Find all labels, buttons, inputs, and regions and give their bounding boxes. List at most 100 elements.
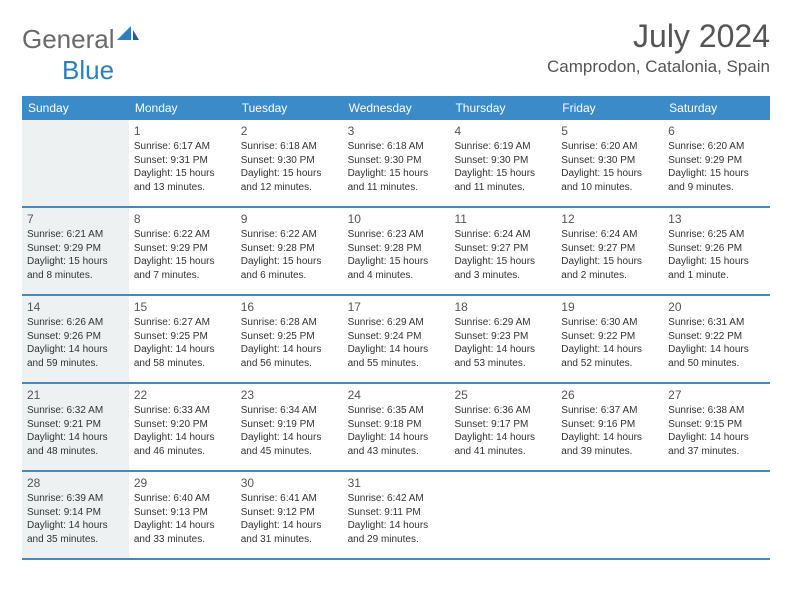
sunset-text: Sunset: 9:27 PM (561, 242, 658, 256)
day-cell: 30Sunrise: 6:41 AMSunset: 9:12 PMDayligh… (236, 472, 343, 558)
day-number: 19 (561, 299, 658, 315)
day-number: 21 (27, 387, 124, 403)
day-number: 23 (241, 387, 338, 403)
title-block: July 2024 Camprodon, Catalonia, Spain (547, 18, 770, 77)
daylight-text: Daylight: 14 hours and 58 minutes. (134, 343, 231, 370)
day-cell: 11Sunrise: 6:24 AMSunset: 9:27 PMDayligh… (449, 208, 556, 294)
month-title: July 2024 (547, 18, 770, 55)
day-cell (556, 472, 663, 558)
day-cell: 10Sunrise: 6:23 AMSunset: 9:28 PMDayligh… (343, 208, 450, 294)
sunrise-text: Sunrise: 6:38 AM (668, 404, 765, 418)
sunset-text: Sunset: 9:25 PM (134, 330, 231, 344)
sunset-text: Sunset: 9:29 PM (134, 242, 231, 256)
brand-sail-icon (115, 24, 139, 42)
sunset-text: Sunset: 9:29 PM (27, 242, 124, 256)
week-row: 1Sunrise: 6:17 AMSunset: 9:31 PMDaylight… (22, 120, 770, 208)
day-number: 15 (134, 299, 231, 315)
day-cell: 1Sunrise: 6:17 AMSunset: 9:31 PMDaylight… (129, 120, 236, 206)
sunset-text: Sunset: 9:25 PM (241, 330, 338, 344)
day-cell: 27Sunrise: 6:38 AMSunset: 9:15 PMDayligh… (663, 384, 770, 470)
day-cell (449, 472, 556, 558)
sunset-text: Sunset: 9:18 PM (348, 418, 445, 432)
sunset-text: Sunset: 9:23 PM (454, 330, 551, 344)
day-number: 9 (241, 211, 338, 227)
sunrise-text: Sunrise: 6:18 AM (241, 140, 338, 154)
week-row: 7Sunrise: 6:21 AMSunset: 9:29 PMDaylight… (22, 208, 770, 296)
sunset-text: Sunset: 9:17 PM (454, 418, 551, 432)
day-number: 4 (454, 123, 551, 139)
sunrise-text: Sunrise: 6:31 AM (668, 316, 765, 330)
sunset-text: Sunset: 9:16 PM (561, 418, 658, 432)
day-number: 6 (668, 123, 765, 139)
sunrise-text: Sunrise: 6:22 AM (241, 228, 338, 242)
sunset-text: Sunset: 9:14 PM (27, 506, 124, 520)
day-header-row: Sunday Monday Tuesday Wednesday Thursday… (22, 96, 770, 120)
sunrise-text: Sunrise: 6:29 AM (454, 316, 551, 330)
sunset-text: Sunset: 9:13 PM (134, 506, 231, 520)
daylight-text: Daylight: 14 hours and 41 minutes. (454, 431, 551, 458)
day-cell: 15Sunrise: 6:27 AMSunset: 9:25 PMDayligh… (129, 296, 236, 382)
daylight-text: Daylight: 15 hours and 1 minute. (668, 255, 765, 282)
header: General Blue July 2024 Camprodon, Catalo… (22, 18, 770, 86)
day-number: 7 (27, 211, 124, 227)
daylight-text: Daylight: 15 hours and 9 minutes. (668, 167, 765, 194)
sunset-text: Sunset: 9:30 PM (454, 154, 551, 168)
sunrise-text: Sunrise: 6:19 AM (454, 140, 551, 154)
sunrise-text: Sunrise: 6:32 AM (27, 404, 124, 418)
day-cell: 21Sunrise: 6:32 AMSunset: 9:21 PMDayligh… (22, 384, 129, 470)
sunrise-text: Sunrise: 6:35 AM (348, 404, 445, 418)
sunset-text: Sunset: 9:19 PM (241, 418, 338, 432)
daylight-text: Daylight: 15 hours and 12 minutes. (241, 167, 338, 194)
day-cell: 12Sunrise: 6:24 AMSunset: 9:27 PMDayligh… (556, 208, 663, 294)
sunset-text: Sunset: 9:28 PM (241, 242, 338, 256)
day-number: 8 (134, 211, 231, 227)
sunrise-text: Sunrise: 6:28 AM (241, 316, 338, 330)
day-number: 3 (348, 123, 445, 139)
sunrise-text: Sunrise: 6:29 AM (348, 316, 445, 330)
daylight-text: Daylight: 14 hours and 29 minutes. (348, 519, 445, 546)
daylight-text: Daylight: 15 hours and 3 minutes. (454, 255, 551, 282)
sunset-text: Sunset: 9:15 PM (668, 418, 765, 432)
day-cell: 14Sunrise: 6:26 AMSunset: 9:26 PMDayligh… (22, 296, 129, 382)
day-cell: 22Sunrise: 6:33 AMSunset: 9:20 PMDayligh… (129, 384, 236, 470)
day-cell: 4Sunrise: 6:19 AMSunset: 9:30 PMDaylight… (449, 120, 556, 206)
calendar: Sunday Monday Tuesday Wednesday Thursday… (22, 96, 770, 560)
sunset-text: Sunset: 9:29 PM (668, 154, 765, 168)
week-row: 28Sunrise: 6:39 AMSunset: 9:14 PMDayligh… (22, 472, 770, 560)
daylight-text: Daylight: 15 hours and 11 minutes. (454, 167, 551, 194)
sunset-text: Sunset: 9:22 PM (561, 330, 658, 344)
sunset-text: Sunset: 9:31 PM (134, 154, 231, 168)
day-header: Thursday (449, 96, 556, 120)
daylight-text: Daylight: 14 hours and 56 minutes. (241, 343, 338, 370)
sunrise-text: Sunrise: 6:24 AM (454, 228, 551, 242)
sunrise-text: Sunrise: 6:20 AM (668, 140, 765, 154)
day-cell (663, 472, 770, 558)
daylight-text: Daylight: 14 hours and 33 minutes. (134, 519, 231, 546)
daylight-text: Daylight: 14 hours and 37 minutes. (668, 431, 765, 458)
sunrise-text: Sunrise: 6:21 AM (27, 228, 124, 242)
sunrise-text: Sunrise: 6:26 AM (27, 316, 124, 330)
daylight-text: Daylight: 15 hours and 2 minutes. (561, 255, 658, 282)
day-header: Sunday (22, 96, 129, 120)
day-cell: 25Sunrise: 6:36 AMSunset: 9:17 PMDayligh… (449, 384, 556, 470)
daylight-text: Daylight: 14 hours and 39 minutes. (561, 431, 658, 458)
day-header: Wednesday (343, 96, 450, 120)
sunset-text: Sunset: 9:26 PM (668, 242, 765, 256)
daylight-text: Daylight: 14 hours and 46 minutes. (134, 431, 231, 458)
daylight-text: Daylight: 14 hours and 52 minutes. (561, 343, 658, 370)
daylight-text: Daylight: 14 hours and 31 minutes. (241, 519, 338, 546)
daylight-text: Daylight: 15 hours and 6 minutes. (241, 255, 338, 282)
day-number: 31 (348, 475, 445, 491)
day-number: 1 (134, 123, 231, 139)
day-cell: 8Sunrise: 6:22 AMSunset: 9:29 PMDaylight… (129, 208, 236, 294)
brand-logo: General Blue (22, 24, 139, 86)
sunrise-text: Sunrise: 6:36 AM (454, 404, 551, 418)
day-number: 17 (348, 299, 445, 315)
sunrise-text: Sunrise: 6:25 AM (668, 228, 765, 242)
sunrise-text: Sunrise: 6:18 AM (348, 140, 445, 154)
day-number: 10 (348, 211, 445, 227)
daylight-text: Daylight: 15 hours and 13 minutes. (134, 167, 231, 194)
sunrise-text: Sunrise: 6:24 AM (561, 228, 658, 242)
sunset-text: Sunset: 9:21 PM (27, 418, 124, 432)
week-row: 14Sunrise: 6:26 AMSunset: 9:26 PMDayligh… (22, 296, 770, 384)
